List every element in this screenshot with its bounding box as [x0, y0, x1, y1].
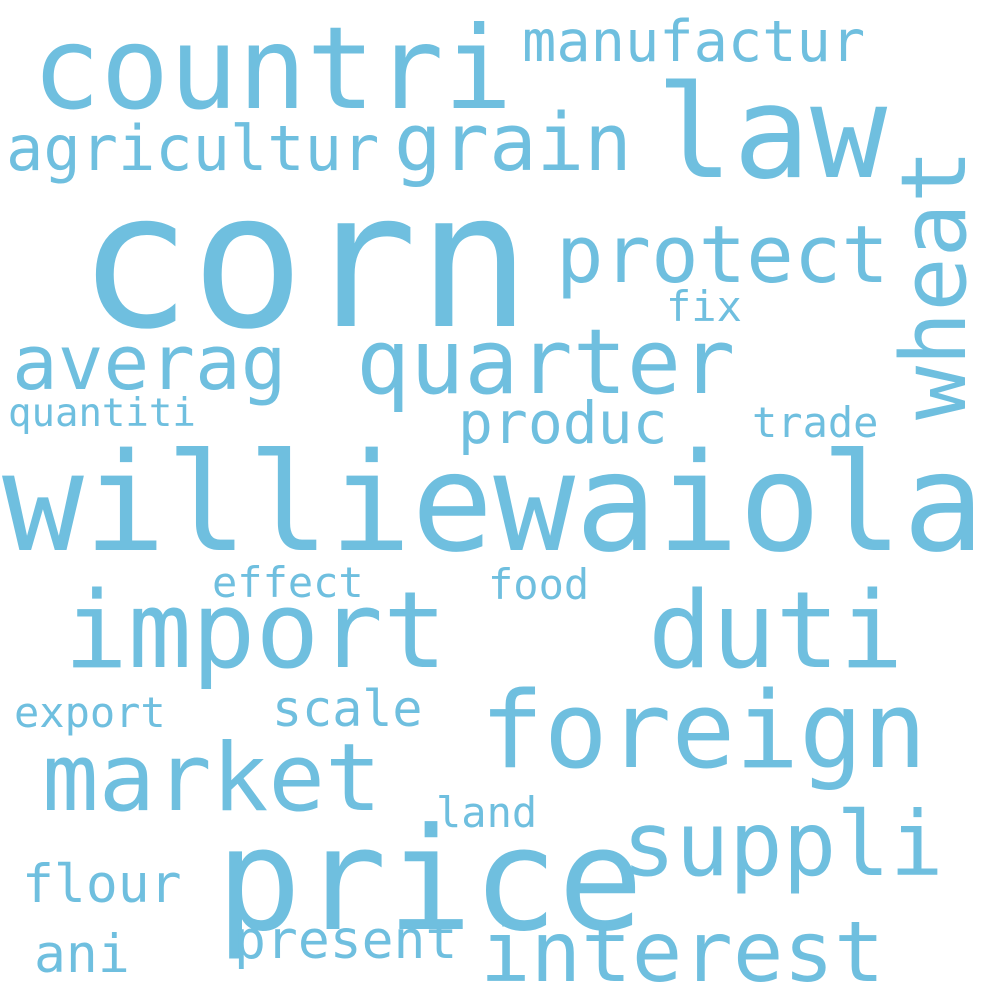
word-corn: corn — [78, 152, 531, 371]
word-quantiti: quantiti — [8, 391, 196, 436]
word-effect: effect — [212, 558, 364, 607]
word-food: food — [488, 560, 590, 609]
word-law: law — [656, 59, 888, 208]
word-export: export — [14, 688, 166, 737]
word-countri: countri — [32, 2, 513, 135]
word-import: import — [64, 569, 447, 692]
word-wheat: wheat — [882, 149, 987, 420]
word-ani: ani — [34, 924, 130, 985]
word-present: present — [234, 910, 458, 971]
word-protect: protect — [556, 209, 889, 301]
word-agricultur: agricultur — [6, 112, 380, 185]
word-averag: averag — [12, 318, 287, 407]
word-produc: produc — [458, 389, 668, 457]
word-fix: fix — [666, 282, 742, 331]
word-foreign: foreign — [480, 669, 927, 792]
word-interest: interest — [480, 903, 885, 1000]
word-suppli: suppli — [622, 792, 944, 896]
word-flour: flour — [22, 854, 182, 915]
word-price: price — [216, 798, 644, 963]
word-duti: duti — [648, 569, 904, 692]
word-manufactur: manufactur — [522, 9, 866, 75]
word-land: land — [436, 788, 538, 837]
word-market: market — [42, 724, 382, 833]
word-scale: scale — [272, 680, 423, 738]
word-quarter: quarter — [356, 310, 736, 415]
word-trade: trade — [752, 398, 879, 447]
word-grain: grain — [394, 97, 632, 189]
word-williewaiola: williewaiola — [2, 425, 985, 583]
